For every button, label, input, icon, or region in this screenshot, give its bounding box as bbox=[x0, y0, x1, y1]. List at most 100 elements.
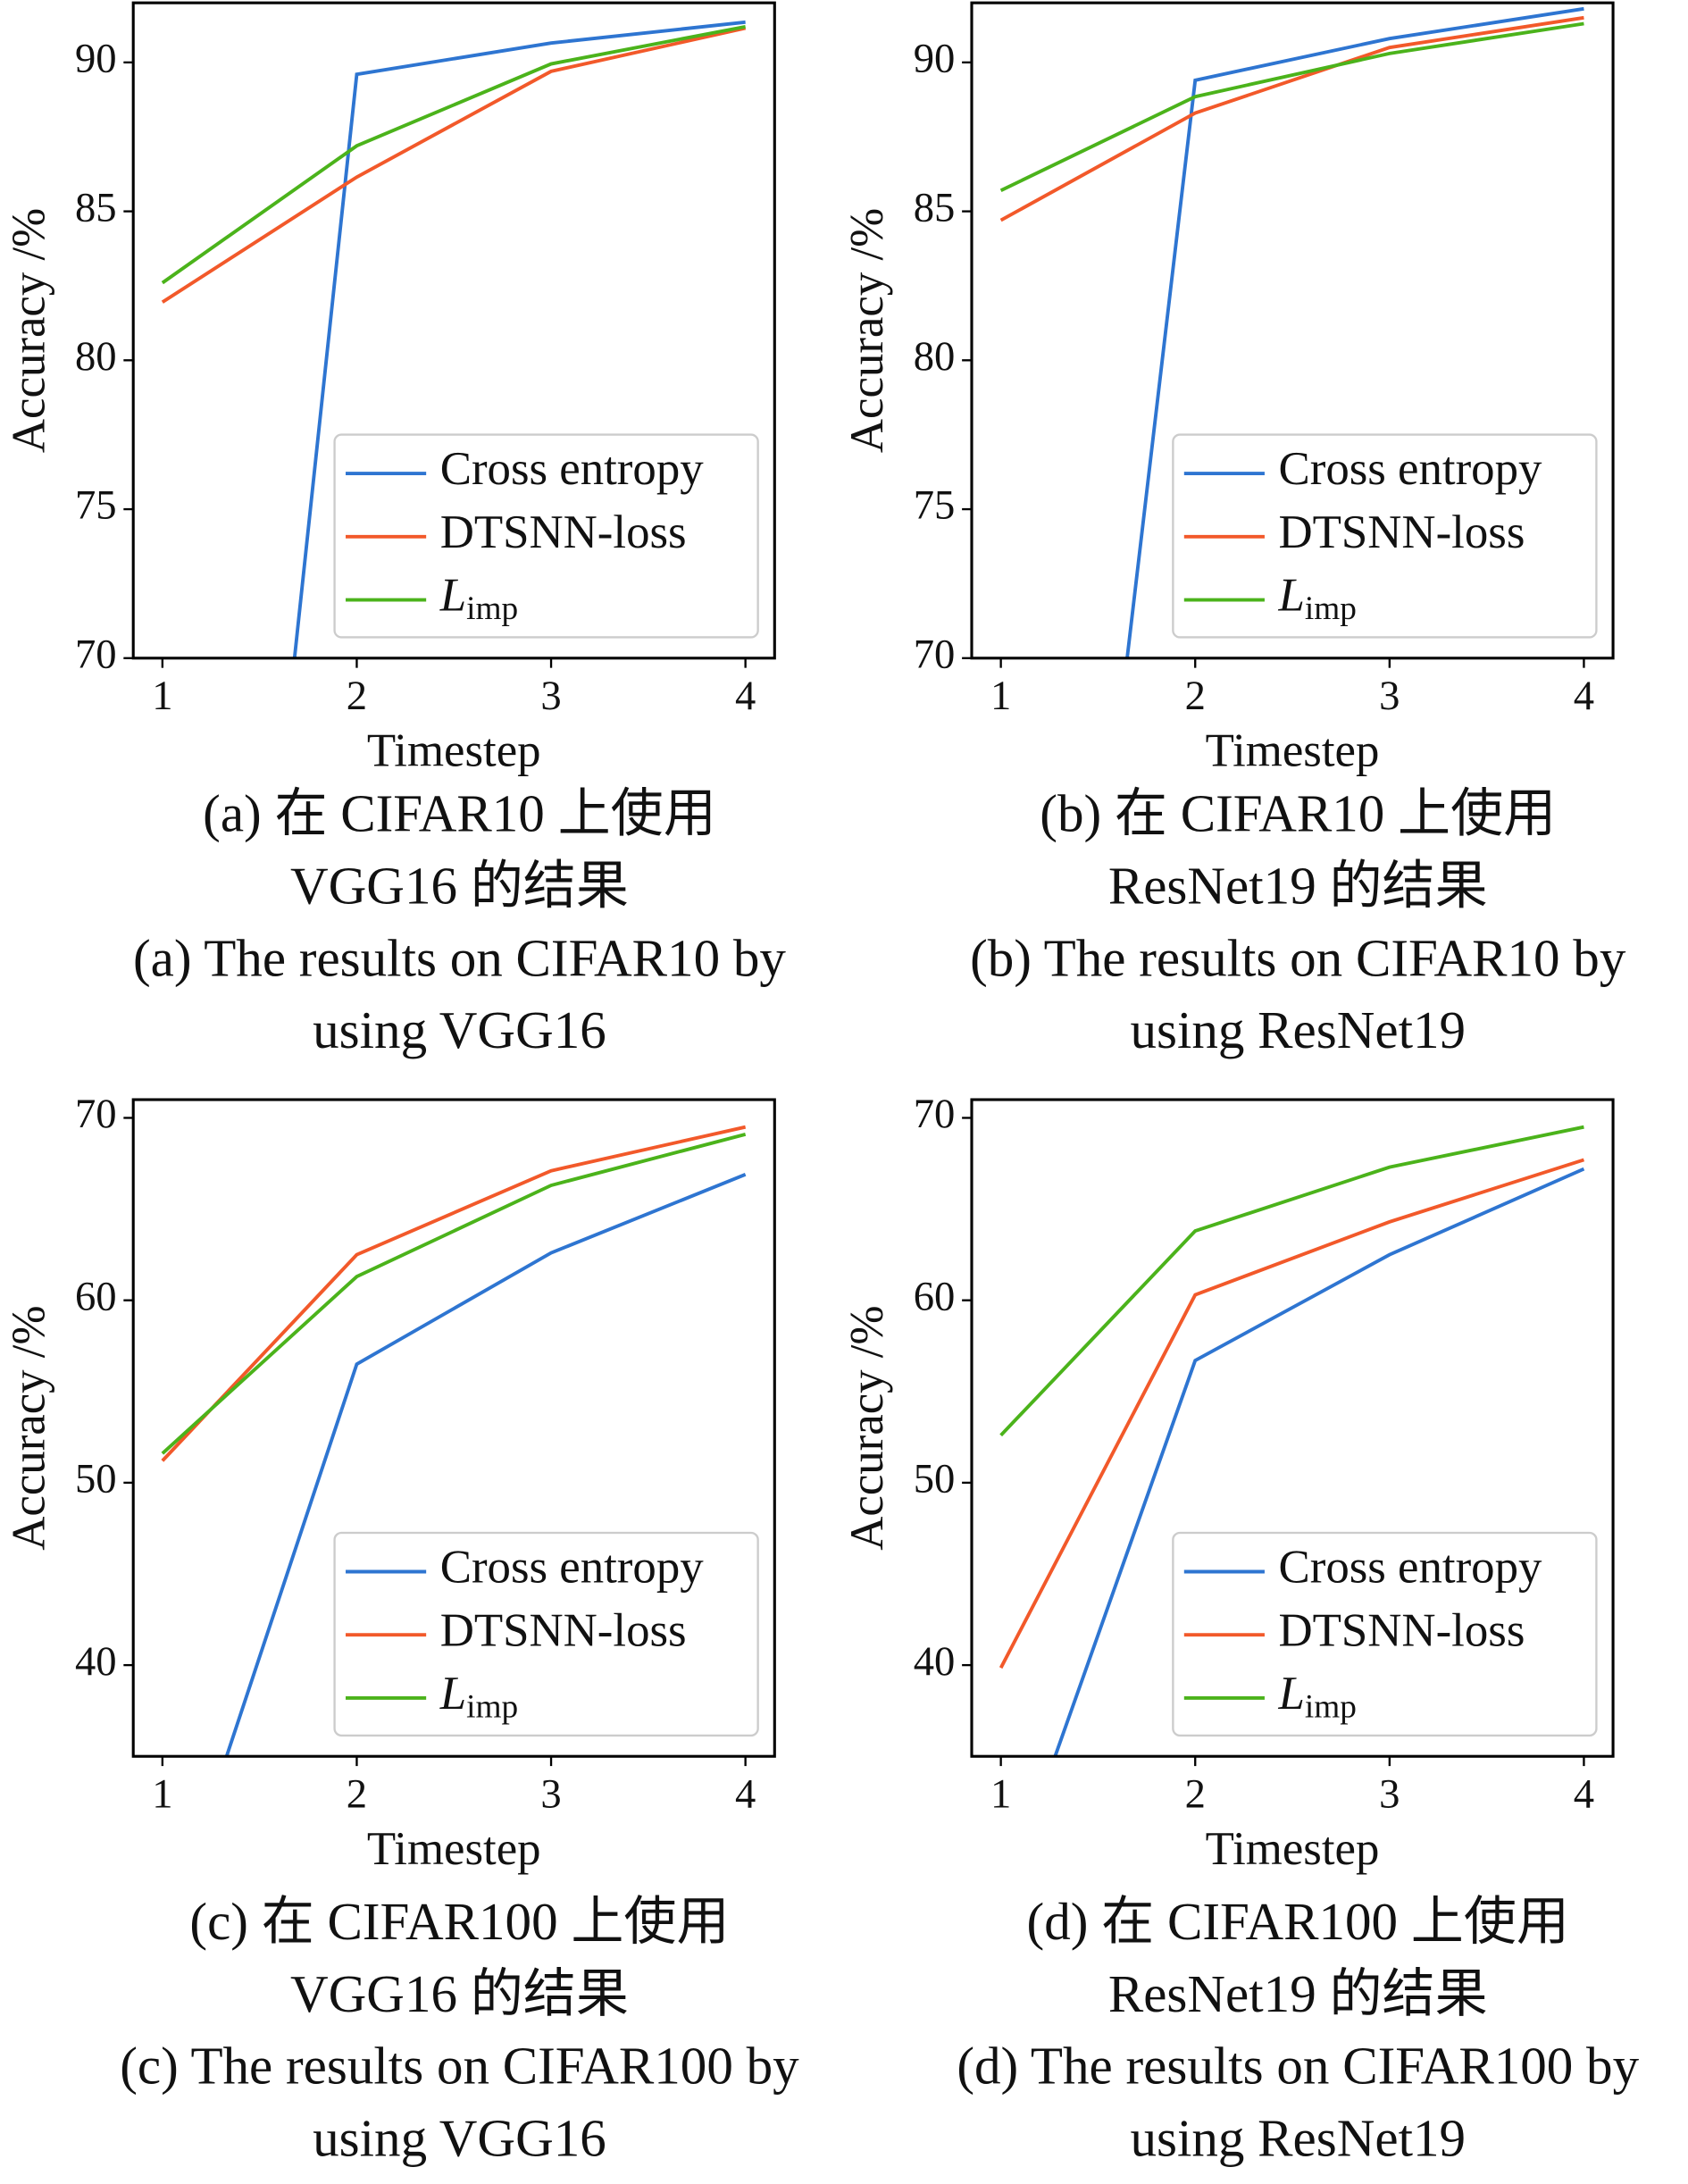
line-series bbox=[1053, 1167, 1585, 1757]
caption-en: using VGG16 bbox=[313, 1000, 606, 1059]
chart: 70 75 80 85 90 1 2 3 4 Timestep Accuracy /% Cross e… bbox=[841, 1, 1626, 1059]
plot-area bbox=[161, 1125, 747, 1757]
x-axis-label: Timestep bbox=[367, 725, 541, 777]
y-tick-label: 75 bbox=[914, 482, 956, 529]
legend-label: Cross entropy bbox=[440, 443, 705, 495]
x-tick-label: 2 bbox=[347, 673, 367, 719]
legend-label: Limp bbox=[1277, 570, 1356, 627]
caption-en: (d) The results on CIFAR100 by bbox=[957, 2037, 1639, 2096]
chart: 40 50 60 70 1 2 3 4 Timestep Accuracy /% Cross ent… bbox=[3, 1091, 799, 2167]
line-series bbox=[292, 20, 746, 658]
legend-box bbox=[1172, 1531, 1598, 1737]
plot-frame bbox=[131, 1098, 776, 1758]
x-axis-label: Timestep bbox=[1206, 725, 1380, 777]
legend-label: Limp bbox=[439, 1668, 518, 1725]
line-series bbox=[161, 1132, 747, 1455]
x-tick-label: 4 bbox=[1574, 673, 1594, 719]
y-tick-label: 60 bbox=[75, 1273, 117, 1319]
y-tick-label: 70 bbox=[75, 1091, 117, 1137]
plot-frame bbox=[970, 1098, 1615, 1758]
x-tick-label: 2 bbox=[1185, 673, 1206, 719]
x-tick-label: 4 bbox=[1574, 1771, 1594, 1818]
line-series bbox=[999, 15, 1584, 222]
y-tick-label: 50 bbox=[914, 1456, 956, 1502]
caption-zh: (c) 在 CIFAR100 上使用 bbox=[189, 1892, 729, 1951]
caption-en: using ResNet19 bbox=[1130, 1000, 1466, 1059]
y-tick-label: 60 bbox=[914, 1273, 956, 1319]
x-tick-label: 3 bbox=[1379, 673, 1400, 719]
caption-en: (b) The results on CIFAR10 by bbox=[970, 928, 1626, 987]
y-tick-label: 80 bbox=[75, 333, 117, 380]
line-series bbox=[999, 1125, 1584, 1437]
y-tick-label: 85 bbox=[75, 184, 117, 230]
legend: Cross entropy DTSNN-loss Limp bbox=[1172, 1531, 1598, 1737]
legend: Cross entropy DTSNN-loss Limp bbox=[1172, 433, 1598, 639]
caption-zh: VGG16 的结果 bbox=[290, 1964, 629, 2023]
y-tick-label: 70 bbox=[914, 631, 956, 677]
x-tick-label: 2 bbox=[1185, 1771, 1206, 1818]
x-tick-label: 4 bbox=[735, 673, 756, 719]
line-series bbox=[999, 21, 1584, 193]
y-tick-label: 90 bbox=[914, 36, 956, 82]
caption-zh: ResNet19 的结果 bbox=[1108, 1964, 1488, 2023]
x-tick-label: 3 bbox=[540, 673, 561, 719]
y-tick-label: 40 bbox=[914, 1638, 956, 1685]
legend: Cross entropy DTSNN-loss Limp bbox=[333, 1531, 759, 1737]
y-axis-label: Accuracy /% bbox=[841, 208, 893, 453]
y-tick-label: 80 bbox=[914, 333, 956, 380]
legend-label: DTSNN-loss bbox=[1278, 506, 1525, 558]
caption-en: (a) The results on CIFAR10 by bbox=[133, 928, 786, 987]
line-series bbox=[161, 26, 747, 304]
caption-en: (c) The results on CIFAR100 by bbox=[120, 2037, 799, 2096]
caption-zh: ResNet19 的结果 bbox=[1108, 856, 1488, 915]
plot-area bbox=[999, 6, 1584, 658]
x-tick-label: 1 bbox=[152, 1771, 172, 1818]
x-tick-label: 3 bbox=[1379, 1771, 1400, 1818]
caption-zh: VGG16 的结果 bbox=[290, 856, 629, 915]
plot-frame bbox=[131, 1, 776, 660]
y-tick-label: 90 bbox=[75, 36, 117, 82]
chart: 40 50 60 70 1 2 3 4 Timestep Accuracy /% Cross ent… bbox=[841, 1091, 1639, 2167]
x-tick-label: 1 bbox=[152, 673, 172, 719]
legend-label: Cross entropy bbox=[440, 1542, 705, 1594]
chart: 70 75 80 85 90 1 2 3 4 Timestep Accuracy /% Cross e… bbox=[3, 1, 786, 1059]
line-series bbox=[161, 1125, 747, 1462]
line-series bbox=[224, 1172, 747, 1757]
line-series bbox=[161, 24, 747, 285]
legend-box bbox=[333, 433, 759, 639]
y-tick-label: 70 bbox=[914, 1091, 956, 1137]
caption-en: using VGG16 bbox=[313, 2108, 606, 2167]
caption-zh: (d) 在 CIFAR100 上使用 bbox=[1027, 1892, 1569, 1951]
line-series bbox=[1125, 6, 1584, 658]
x-axis-label: Timestep bbox=[1206, 1823, 1380, 1875]
legend-label: DTSNN-loss bbox=[440, 506, 687, 558]
plot-area bbox=[161, 20, 747, 658]
caption-zh: (a) 在 CIFAR10 上使用 bbox=[203, 784, 716, 843]
line-series bbox=[999, 1158, 1585, 1669]
y-tick-label: 85 bbox=[914, 184, 956, 230]
y-tick-label: 40 bbox=[75, 1638, 117, 1685]
x-tick-label: 3 bbox=[540, 1771, 561, 1818]
legend-label: Limp bbox=[1277, 1668, 1356, 1725]
legend-label: DTSNN-loss bbox=[1278, 1604, 1525, 1656]
legend: Cross entropy DTSNN-loss Limp bbox=[333, 433, 759, 639]
x-tick-label: 4 bbox=[735, 1771, 756, 1818]
plot-area bbox=[999, 1125, 1585, 1757]
legend-box bbox=[1172, 433, 1598, 639]
legend-label: Limp bbox=[439, 570, 518, 627]
x-tick-label: 2 bbox=[347, 1771, 367, 1818]
x-tick-label: 1 bbox=[990, 1771, 1011, 1818]
y-axis-label: Accuracy /% bbox=[3, 208, 54, 453]
y-axis-label: Accuracy /% bbox=[3, 1306, 54, 1551]
x-axis-label: Timestep bbox=[367, 1823, 541, 1875]
y-tick-label: 75 bbox=[75, 482, 117, 529]
legend-label: DTSNN-loss bbox=[440, 1604, 687, 1656]
y-tick-label: 70 bbox=[75, 631, 117, 677]
legend-box bbox=[333, 1531, 759, 1737]
legend-label: Cross entropy bbox=[1278, 1542, 1542, 1594]
x-tick-label: 1 bbox=[990, 673, 1011, 719]
caption-zh: (b) 在 CIFAR10 上使用 bbox=[1040, 784, 1556, 843]
legend-label: Cross entropy bbox=[1278, 443, 1542, 495]
plot-frame bbox=[970, 1, 1615, 660]
